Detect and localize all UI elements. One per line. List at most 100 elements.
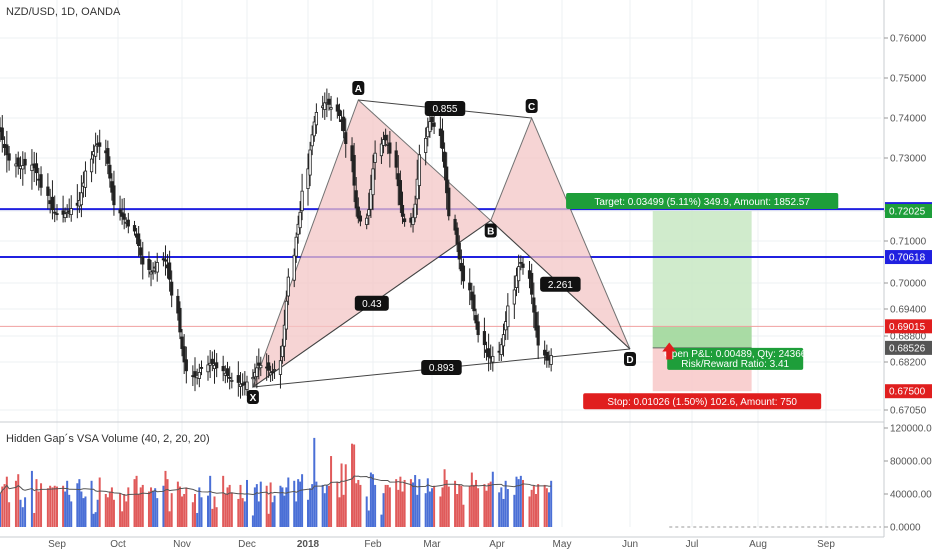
- candle-body: [411, 216, 415, 225]
- volume-bar: [269, 482, 272, 527]
- volume-bar: [386, 484, 389, 527]
- open-pnl-box: [667, 347, 804, 370]
- volume-bar: [285, 487, 288, 527]
- candle-body: [23, 158, 27, 166]
- volume-bar: [191, 502, 194, 527]
- candle-body: [83, 170, 88, 188]
- volume-bar: [106, 497, 109, 527]
- candle-body: [215, 362, 219, 369]
- candle-body: [168, 262, 172, 280]
- volume-bar: [384, 484, 387, 527]
- candle-body: [151, 270, 155, 273]
- volume-bar: [17, 474, 20, 527]
- pattern-point-label: B: [487, 227, 494, 238]
- candle-body: [106, 148, 110, 164]
- volume-bar: [330, 456, 333, 527]
- volume-bar: [445, 479, 448, 527]
- candle-body: [530, 272, 534, 295]
- candle-body: [350, 145, 354, 162]
- volume-bar: [532, 485, 535, 527]
- time-tick-label: Nov: [173, 539, 191, 550]
- volume-bar: [265, 485, 268, 527]
- ratio-badge: [424, 101, 466, 116]
- volume-bar: [51, 487, 54, 527]
- price-badge: 0.69015: [889, 322, 926, 333]
- volume-bar: [365, 496, 368, 527]
- volume-bar: [543, 484, 546, 527]
- volume-bar: [439, 496, 442, 527]
- target-label: Target: 0.03499 (5.11%) 349.9, Amount: 1…: [594, 197, 810, 208]
- volume-bar: [460, 485, 463, 527]
- volume-bar: [281, 487, 284, 527]
- candle-body: [5, 144, 9, 156]
- volume-bar: [141, 484, 144, 527]
- volume-bar: [40, 483, 43, 527]
- candle-body: [184, 359, 188, 372]
- volume-bar: [519, 475, 522, 527]
- volume-bar: [447, 486, 450, 527]
- up-arrow-icon: [662, 342, 677, 360]
- candle-body: [335, 104, 339, 112]
- time-tick-label: 2018: [297, 539, 320, 550]
- volume-bar: [125, 501, 128, 527]
- candle-body: [306, 168, 310, 190]
- volume-bar: [181, 496, 183, 527]
- time-tick-label: Feb: [364, 539, 382, 550]
- ratio-label: 0.893: [429, 363, 454, 374]
- volume-bar: [491, 471, 494, 527]
- volume-bar: [76, 483, 79, 527]
- candle-body: [300, 190, 304, 212]
- volume-bar: [468, 485, 471, 527]
- volume-bar: [119, 493, 122, 527]
- pattern-bcd: [490, 116, 631, 350]
- candle-body: [126, 219, 130, 227]
- candle-body: [521, 263, 525, 268]
- candle-body: [267, 362, 271, 371]
- volume-bar: [311, 484, 314, 527]
- volume-bar: [535, 494, 537, 527]
- volume-bar: [309, 488, 312, 527]
- candle-body: [314, 112, 318, 126]
- volume-bar: [3, 484, 6, 527]
- volume-bar: [80, 491, 83, 527]
- volume-bar: [388, 487, 391, 527]
- price-badge-box: [885, 319, 932, 334]
- volume-bar: [215, 507, 218, 527]
- volume-bar: [150, 487, 153, 527]
- candle-body: [417, 154, 421, 186]
- candle-body: [457, 242, 461, 260]
- volume-bar: [458, 484, 461, 527]
- candle-body: [329, 107, 333, 110]
- level-badge: 0.70618: [889, 253, 926, 264]
- volume-bar: [336, 481, 339, 527]
- volume-bar: [176, 481, 179, 527]
- target-badge: 0.72025: [889, 207, 926, 218]
- price-tick-label: 0.71000: [890, 237, 927, 248]
- volume-bar: [209, 475, 212, 527]
- volume-bar: [515, 476, 518, 527]
- volume-bar: [162, 485, 165, 527]
- candle-body: [337, 109, 342, 116]
- volume-bar: [295, 501, 298, 527]
- volume-bar: [325, 484, 328, 527]
- candle-body: [182, 346, 186, 363]
- candle-body: [137, 233, 141, 247]
- stop-label-box: [583, 393, 822, 410]
- price-tick-label: 0.68200: [890, 358, 927, 369]
- volume-bar: [477, 488, 480, 527]
- ratio-label: 0.43: [362, 299, 382, 310]
- target-badge-box: [885, 204, 932, 218]
- candle-body: [534, 312, 538, 331]
- price-badge: 0.67500: [889, 387, 926, 398]
- volume-bar: [513, 494, 516, 527]
- price-badge-box: [885, 340, 932, 355]
- candle-body: [132, 225, 137, 232]
- volume-bar: [472, 484, 475, 527]
- pattern-point-badge: [624, 352, 636, 366]
- candle-body: [430, 116, 434, 123]
- candle-body: [16, 157, 20, 167]
- candle-body: [259, 364, 263, 369]
- volume-bar: [243, 501, 246, 527]
